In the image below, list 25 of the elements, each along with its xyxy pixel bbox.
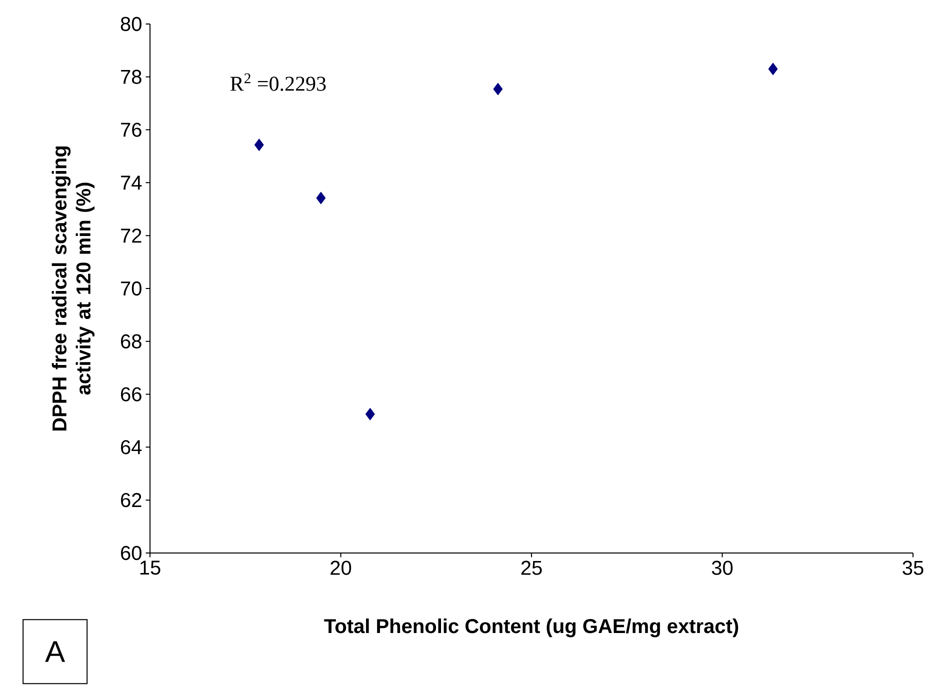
point: [365, 408, 375, 420]
y-tick-label: 68: [121, 334, 142, 348]
point: [768, 62, 778, 76]
x-tick-label: 30: [712, 560, 733, 575]
y-tick-label: 60: [121, 546, 142, 560]
y-tick-label: 80: [120, 16, 142, 32]
y-tick-label: 66: [121, 387, 142, 402]
x-axis-title: Total Phenolic Content (ug GAE/mg extract): [324, 618, 738, 638]
x-tick-label: 35: [902, 560, 924, 575]
text: A: [45, 641, 66, 662]
y-tick-label: 72: [121, 228, 142, 243]
point: [493, 82, 503, 96]
y-axis-title: DPPH free radical scavenging activity at 120 min (%): [52, 146, 94, 431]
y-tick-label: 62: [121, 493, 142, 508]
annotation: R$^{2}$ =0.2293: [230, 73, 326, 91]
y-tick-label: 76: [121, 122, 142, 137]
y-tick-label: 70: [121, 281, 142, 296]
x-tick-label: 25: [521, 560, 542, 575]
y-tick-label: 78: [121, 70, 142, 84]
point: [254, 138, 264, 152]
y-tick-label: 74: [121, 176, 142, 190]
x-tick-label: 15: [140, 560, 160, 575]
x-tick-label: 20: [330, 560, 352, 575]
point: [316, 192, 326, 204]
y-tick-label: 64: [121, 440, 142, 454]
